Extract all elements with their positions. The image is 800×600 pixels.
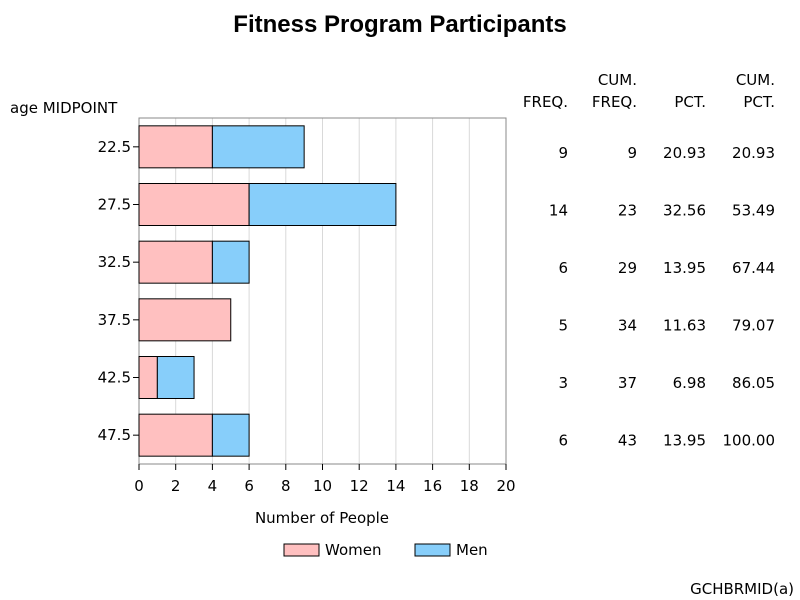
y-tick-label: 47.5 bbox=[98, 426, 131, 444]
legend-label-women: Women bbox=[325, 541, 381, 559]
y-tick-label: 42.5 bbox=[98, 369, 131, 387]
table-cell: 14 bbox=[549, 202, 568, 220]
bar-men bbox=[156, 356, 195, 399]
x-tick-label: 18 bbox=[460, 477, 479, 495]
legend-label-men: Men bbox=[456, 541, 488, 559]
bar-women bbox=[138, 183, 250, 226]
table-cell: 53.49 bbox=[732, 202, 775, 220]
chart-title: Fitness Program Participants bbox=[233, 11, 566, 38]
legend-swatch-women bbox=[283, 543, 320, 557]
table-cell: 9 bbox=[558, 144, 568, 162]
table-cell: 5 bbox=[558, 317, 568, 335]
bar-men bbox=[211, 125, 305, 169]
x-tick-label: 14 bbox=[386, 477, 405, 495]
table-header: CUM. bbox=[736, 71, 775, 89]
table-header: FREQ. bbox=[592, 93, 637, 111]
x-axis-label: Number of People bbox=[255, 509, 389, 527]
y-axis-label: age MIDPOINT bbox=[10, 99, 118, 117]
table-header: FREQ. bbox=[523, 93, 568, 111]
bars bbox=[138, 125, 397, 457]
x-tick-label: 6 bbox=[244, 477, 254, 495]
y-tick-label: 32.5 bbox=[98, 253, 131, 271]
y-tick-label: 22.5 bbox=[98, 138, 131, 156]
table-cell: 43 bbox=[618, 432, 637, 450]
bar-women bbox=[138, 298, 232, 342]
table-cell: 6 bbox=[558, 432, 568, 450]
table-cell: 86.05 bbox=[732, 374, 775, 392]
x-tick-label: 10 bbox=[313, 477, 332, 495]
bar-men bbox=[211, 240, 250, 284]
table-cell: 34 bbox=[618, 317, 637, 335]
bar-women bbox=[138, 240, 213, 284]
x-tick-label: 12 bbox=[350, 477, 369, 495]
bar-women bbox=[138, 125, 213, 169]
table-cell: 11.63 bbox=[663, 317, 706, 335]
table-cell: 9 bbox=[627, 144, 637, 162]
footnote: GCHBRMID(a) bbox=[690, 580, 794, 598]
table-cell: 100.00 bbox=[723, 432, 776, 450]
bar-women bbox=[138, 413, 213, 457]
x-tick-label: 0 bbox=[134, 477, 144, 495]
y-tick-label: 37.5 bbox=[98, 311, 131, 329]
x-tick-label: 8 bbox=[281, 477, 291, 495]
table-cell: 37 bbox=[618, 374, 637, 392]
y-tick-label: 27.5 bbox=[98, 196, 131, 214]
table-header: CUM. bbox=[598, 71, 637, 89]
table-cell: 13.95 bbox=[663, 259, 706, 277]
table-cell: 6 bbox=[558, 259, 568, 277]
table-cell: 20.93 bbox=[663, 144, 706, 162]
axes: 0 2 4 6 8 10 12 14 16 18 20 22.5 27.5 32.5 37.5 42.5 47.… bbox=[98, 138, 516, 495]
grid-lines bbox=[175, 118, 470, 464]
x-tick-label: 4 bbox=[208, 477, 218, 495]
table-header: PCT. bbox=[674, 93, 706, 111]
bar-men bbox=[248, 183, 397, 226]
table-cell: 3 bbox=[558, 374, 568, 392]
x-tick-label: 16 bbox=[423, 477, 442, 495]
legend-swatch-men bbox=[414, 543, 451, 557]
legend: Women Men bbox=[283, 541, 488, 559]
table-cell: 32.56 bbox=[663, 202, 706, 220]
bar-women bbox=[138, 356, 158, 399]
table-header: PCT. bbox=[743, 93, 775, 111]
table-cell: 13.95 bbox=[663, 432, 706, 450]
x-tick-label: 2 bbox=[171, 477, 181, 495]
stats-table: FREQ. CUM. FREQ. PCT. CUM. PCT. 9 9 20.93 20.93 14… bbox=[523, 71, 775, 450]
table-cell: 6.98 bbox=[673, 374, 706, 392]
table-cell: 67.44 bbox=[732, 259, 775, 277]
table-cell: 20.93 bbox=[732, 144, 775, 162]
table-cell: 29 bbox=[618, 259, 637, 277]
bar-men bbox=[211, 413, 250, 457]
x-tick-label: 20 bbox=[496, 477, 515, 495]
table-cell: 23 bbox=[618, 202, 637, 220]
table-cell: 79.07 bbox=[732, 317, 775, 335]
